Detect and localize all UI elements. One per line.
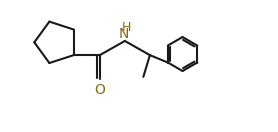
- Text: O: O: [94, 83, 105, 97]
- Text: H: H: [121, 21, 131, 34]
- Text: N: N: [119, 27, 129, 41]
